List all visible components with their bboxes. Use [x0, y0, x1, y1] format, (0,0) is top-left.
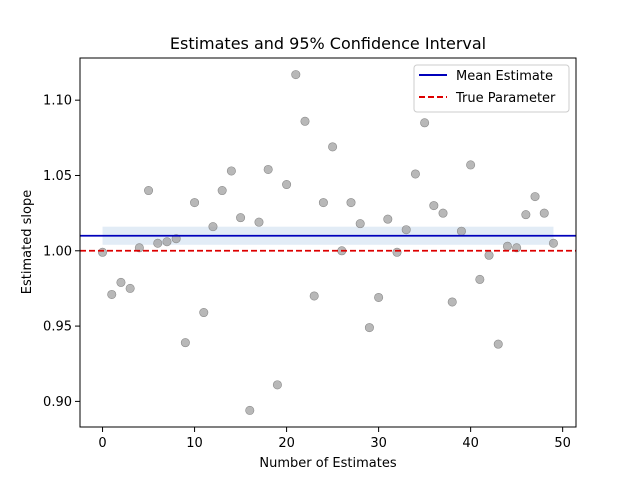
legend-box	[413, 64, 570, 113]
estimate-points	[98, 70, 558, 415]
estimate-point	[355, 219, 365, 229]
estimate-point	[420, 118, 430, 128]
estimate-point	[190, 198, 200, 208]
estimate-point	[410, 169, 420, 179]
estimate-point	[245, 405, 255, 415]
estimate-point	[328, 142, 338, 152]
estimate-point	[429, 201, 439, 211]
estimate-point	[548, 238, 558, 248]
y-axis-ticks: 0.90 0.95 1.00 1.05 1.10	[43, 94, 80, 410]
estimate-point	[456, 226, 466, 236]
estimate-point	[291, 70, 301, 80]
estimate-point	[392, 247, 402, 257]
estimate-point	[512, 243, 522, 253]
x-tick-label: 20	[278, 436, 295, 451]
estimate-point	[162, 237, 172, 247]
chart-title: Estimates and 95% Confidence Interval	[170, 34, 486, 53]
estimate-point	[530, 192, 540, 202]
reference-lines	[80, 234, 576, 252]
y-axis-label: Estimated slope	[20, 190, 35, 294]
estimate-point	[272, 380, 282, 390]
estimate-point	[208, 222, 218, 232]
x-tick-label: 0	[98, 436, 106, 451]
x-tick-label: 50	[554, 436, 571, 451]
estimate-point	[401, 225, 411, 235]
x-axis-ticks: 0 10 20 30 40 50	[98, 427, 571, 451]
estimate-point	[521, 210, 531, 220]
estimate-point	[466, 160, 476, 170]
x-tick-label: 10	[186, 436, 203, 451]
estimate-point	[475, 274, 485, 284]
estimate-point	[493, 339, 503, 349]
estimate-point	[171, 234, 181, 244]
estimate-point	[374, 292, 384, 302]
x-axis-label: Number of Estimates	[259, 456, 396, 471]
estimate-point	[484, 250, 494, 260]
y-tick-label: 0.90	[43, 395, 72, 410]
estimate-point	[199, 308, 209, 318]
estimate-point	[226, 166, 236, 176]
estimate-point	[364, 323, 374, 333]
estimate-point	[180, 338, 190, 348]
plot-frame	[79, 57, 577, 428]
estimate-point	[144, 186, 154, 196]
estimate-point	[116, 277, 126, 287]
estimate-point	[217, 186, 227, 196]
x-tick-label: 40	[462, 436, 479, 451]
y-tick-label: 1.05	[43, 169, 72, 184]
estimate-point	[383, 214, 393, 224]
estimate-point	[263, 164, 273, 174]
estimate-point	[346, 198, 356, 208]
estimate-point	[134, 243, 144, 253]
estimate-point	[438, 208, 448, 218]
estimate-point	[539, 208, 549, 218]
estimate-point	[98, 247, 108, 257]
estimate-point	[254, 217, 264, 227]
x-tick-label: 30	[370, 436, 387, 451]
legend-true-label: True Parameter	[455, 91, 556, 106]
estimate-point	[309, 291, 319, 301]
y-tick-label: 1.00	[43, 244, 72, 259]
estimate-point	[300, 116, 310, 126]
estimate-point	[236, 213, 246, 223]
estimate-point	[447, 297, 457, 307]
estimate-point	[107, 289, 117, 299]
estimate-point	[502, 241, 512, 251]
estimate-point	[153, 238, 163, 248]
y-tick-label: 1.10	[43, 94, 72, 109]
y-tick-label: 0.95	[43, 320, 72, 335]
estimate-point	[282, 180, 292, 190]
estimate-point	[125, 283, 135, 293]
legend-mean-label: Mean Estimate	[456, 69, 553, 84]
estimate-point	[318, 198, 328, 208]
legend: Mean Estimate True Parameter	[413, 64, 570, 113]
